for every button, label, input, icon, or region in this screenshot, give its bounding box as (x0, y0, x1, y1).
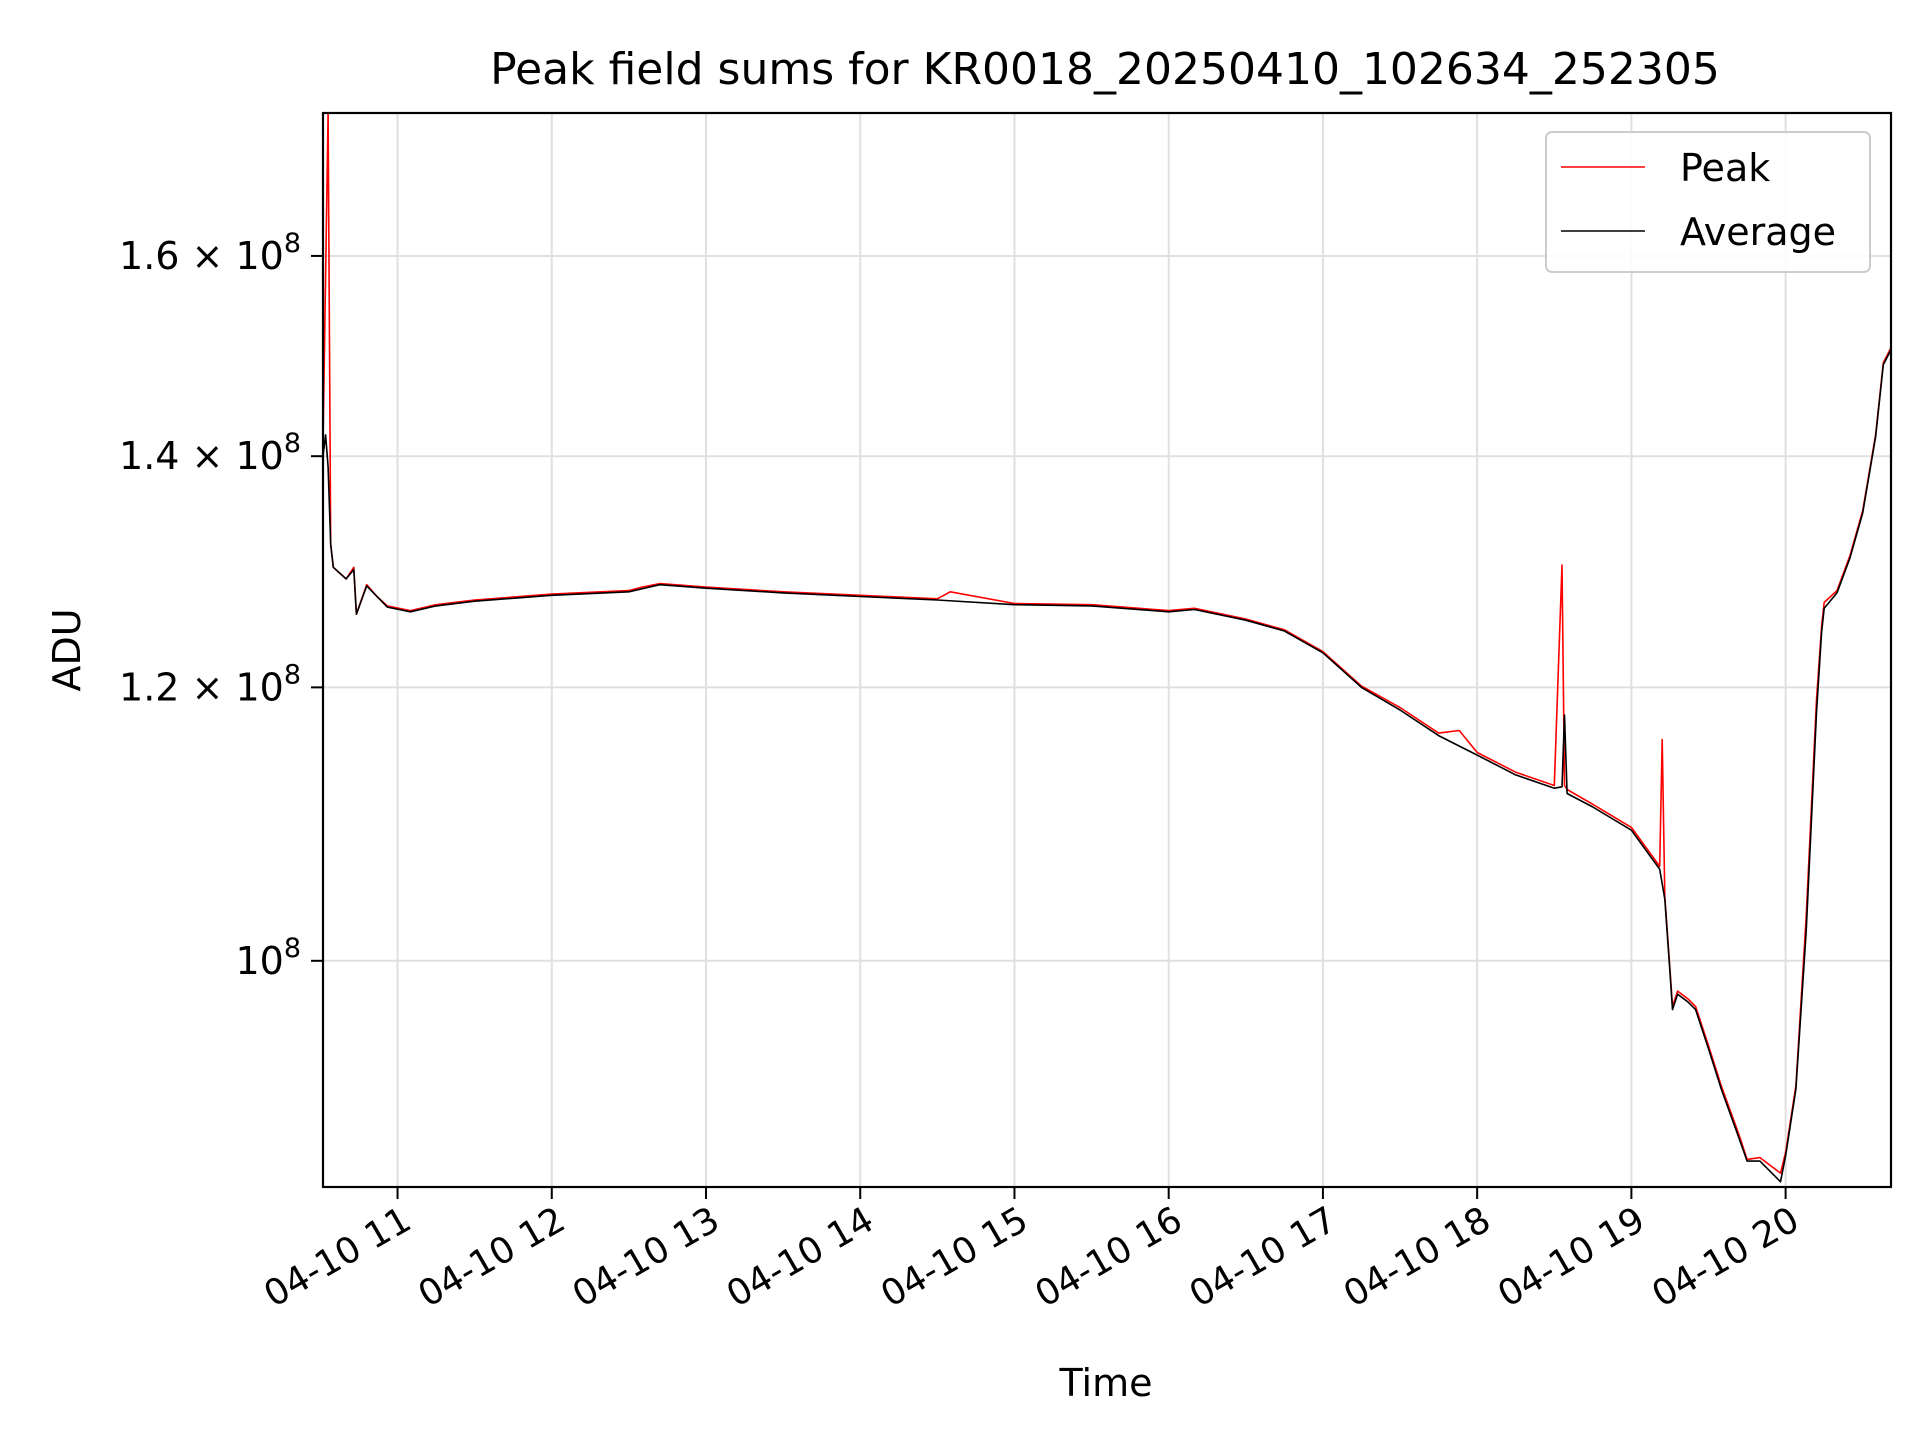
series-layer (323, 113, 1891, 1183)
y-tick-label: 108 (235, 933, 301, 983)
y-tick-label: 1.2 × 108 (119, 659, 301, 709)
grid-lines (323, 113, 1891, 1187)
series-line-average (323, 349, 1891, 1183)
legend: Peak Average (1545, 131, 1871, 273)
x-axis-label: Time (1059, 1361, 1153, 1405)
y-axis-label: ADU (45, 608, 89, 691)
chart-title: Peak field sums for KR0018_20250410_1026… (490, 44, 1720, 95)
y-axis-ticks: 108 1.2 × 108 1.4 × 108 1.6 × 108 (119, 228, 323, 983)
legend-peak-label: Peak (1680, 146, 1770, 190)
legend-average-label: Average (1680, 210, 1836, 254)
y-tick-label: 1.6 × 108 (119, 228, 301, 278)
plot-frame (321, 111, 1893, 1189)
y-tick-label: 1.4 × 108 (119, 428, 301, 478)
plot-area (323, 113, 1891, 1183)
